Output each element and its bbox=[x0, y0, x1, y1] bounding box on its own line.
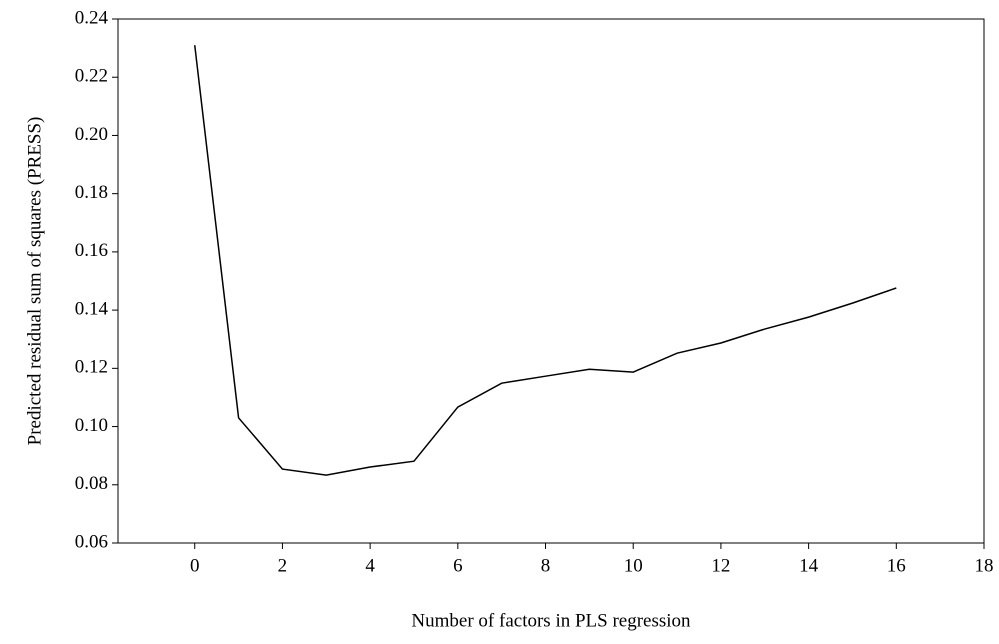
y-tick-label: 0.16 bbox=[75, 240, 108, 261]
x-tick-label: 2 bbox=[278, 555, 288, 576]
data-line bbox=[193, 45, 897, 476]
y-tick-label: 0.08 bbox=[75, 473, 108, 494]
x-tick-label: 14 bbox=[799, 555, 819, 576]
x-tick-label: 10 bbox=[624, 555, 643, 576]
y-tick-label: 0.24 bbox=[75, 7, 109, 28]
x-tick-label: 8 bbox=[541, 555, 551, 576]
plot-frame bbox=[117, 18, 985, 544]
y-tick-label: 0.22 bbox=[75, 66, 108, 87]
x-axis-label: Number of factors in PLS regression bbox=[411, 610, 691, 631]
x-tick-label: 18 bbox=[975, 555, 994, 576]
y-tick-label: 0.12 bbox=[75, 357, 108, 378]
y-tick-label: 0.14 bbox=[75, 298, 109, 319]
y-tick-label: 0.18 bbox=[75, 182, 108, 203]
x-tick-label: 12 bbox=[711, 555, 730, 576]
y-axis-label: Predicted residual sum of squares (PRESS… bbox=[24, 117, 45, 446]
x-tick-label: 16 bbox=[887, 555, 906, 576]
x-tick-label: 6 bbox=[453, 555, 463, 576]
y-tick-label: 0.06 bbox=[75, 531, 108, 552]
y-tick-label: 0.20 bbox=[75, 124, 108, 145]
x-tick-label: 4 bbox=[365, 555, 375, 576]
x-tick-label: 0 bbox=[190, 555, 200, 576]
y-tick-label: 0.10 bbox=[75, 415, 108, 436]
